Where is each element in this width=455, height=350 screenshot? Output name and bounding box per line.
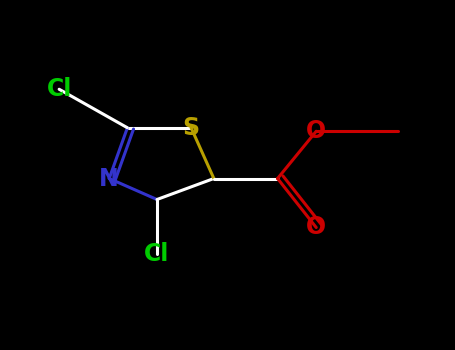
Text: Cl: Cl	[144, 242, 170, 266]
Text: N: N	[99, 167, 119, 190]
Text: O: O	[306, 216, 326, 239]
Text: Cl: Cl	[46, 77, 72, 101]
Text: S: S	[182, 116, 200, 140]
Text: O: O	[306, 119, 326, 143]
